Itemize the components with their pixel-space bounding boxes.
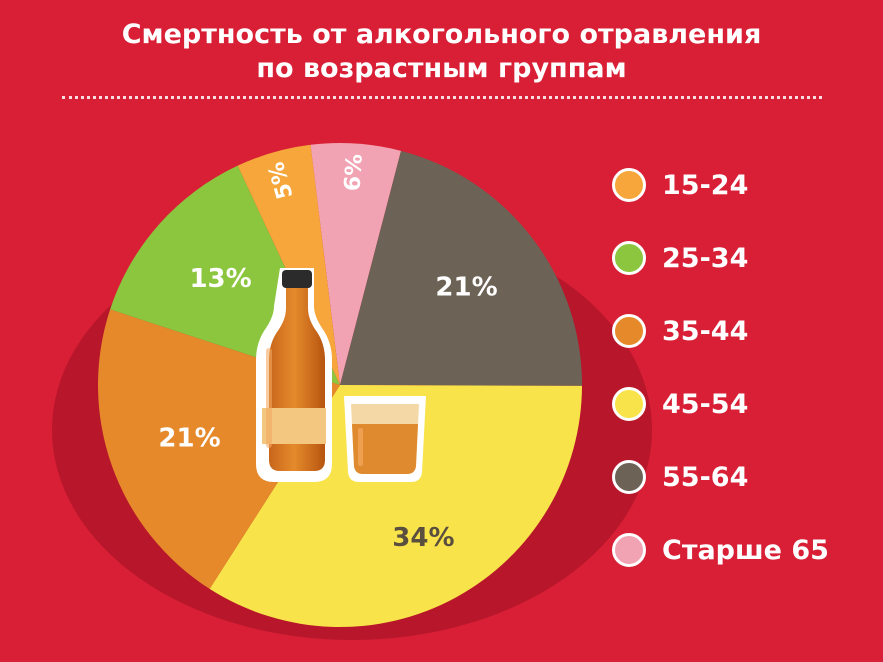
legend-swatch xyxy=(612,387,646,421)
legend-item-4: 45-54 xyxy=(612,384,748,424)
legend-item-3: 35-44 xyxy=(612,311,748,351)
legend-swatch xyxy=(612,241,646,275)
legend-item-6: Старше 65 xyxy=(612,530,829,570)
legend-item-1: 15-24 xyxy=(612,165,748,205)
pie-label-5: 21% xyxy=(435,273,497,303)
bottle-icon xyxy=(256,268,332,482)
chart-title: Смертность от алкогольного отравления по… xyxy=(0,18,883,86)
title-divider xyxy=(62,96,822,99)
legend-item-2: 25-34 xyxy=(612,238,748,278)
pie-slices xyxy=(98,143,582,627)
legend-label: 25-34 xyxy=(662,242,749,274)
glass-icon xyxy=(344,396,426,482)
chart-title-line1: Смертность от алкогольного отравления xyxy=(121,19,762,50)
legend-swatch xyxy=(612,460,646,494)
legend-label: 45-54 xyxy=(662,388,749,420)
pie-label-4: 34% xyxy=(392,523,454,553)
pie-slice-5 xyxy=(340,150,582,386)
legend-label: 55-64 xyxy=(662,461,749,493)
pie-label-2: 13% xyxy=(189,264,251,294)
pie-labels: 6%21%34%21%13%5% xyxy=(158,153,497,553)
pie-label-3: 21% xyxy=(158,424,220,454)
legend-swatch xyxy=(612,314,646,348)
legend-swatch xyxy=(612,168,646,202)
chart-title-line2: по возрастным группам xyxy=(256,53,627,84)
legend-swatch xyxy=(612,533,646,567)
pie-slice-6 xyxy=(310,143,402,385)
pie-label-6: 6% xyxy=(340,153,367,192)
legend-label: 15-24 xyxy=(662,169,749,201)
legend-label: Старше 65 xyxy=(662,534,829,566)
legend-label: 35-44 xyxy=(662,315,749,347)
legend-item-5: 55-64 xyxy=(612,457,748,497)
